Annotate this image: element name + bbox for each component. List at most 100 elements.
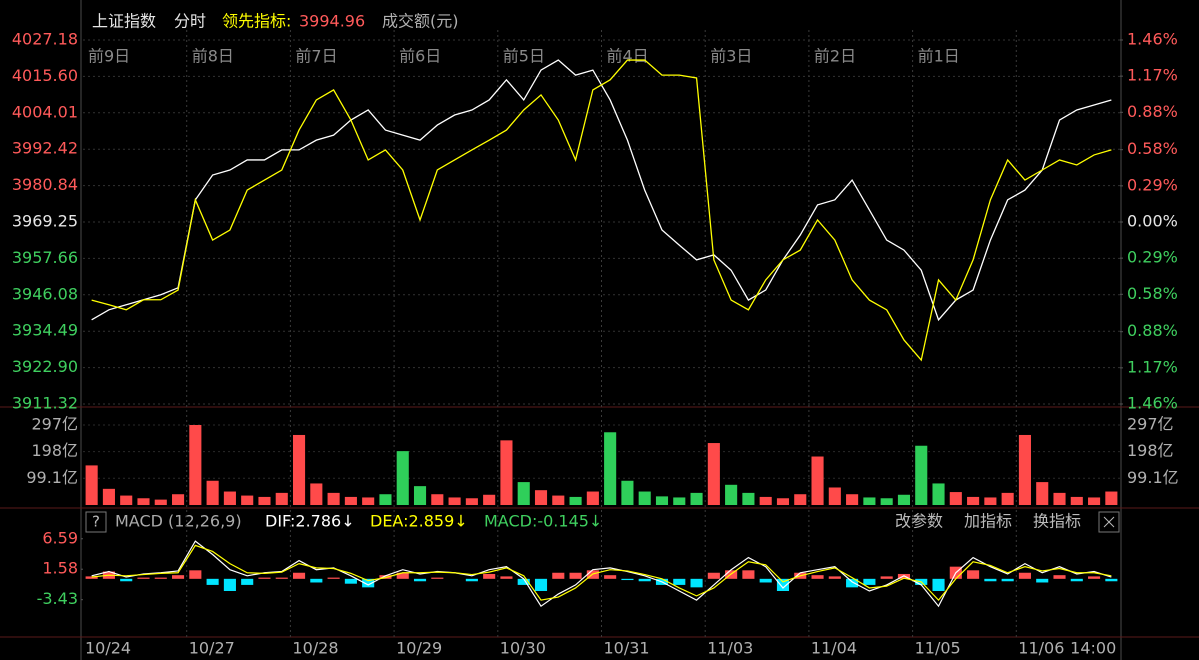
y2-tick-label: 0.88% [1127, 321, 1178, 340]
macd-bar [1036, 578, 1049, 583]
volume-bar [604, 432, 617, 505]
macd-title: MACD (12,26,9) [115, 512, 242, 531]
volume-bar [396, 451, 409, 505]
indicator-label: 领先指标: [222, 12, 291, 31]
day-label: 前2日 [814, 47, 856, 66]
volume-bar [725, 484, 738, 505]
y2-tick-label: 0.58% [1127, 139, 1178, 158]
macd-bar [189, 570, 202, 579]
volume-title: 成交额(元) [382, 12, 459, 31]
volume-bar [172, 494, 185, 505]
macd-bar [1105, 578, 1118, 582]
volume-bar [1053, 492, 1066, 505]
x-tick-label: 10/27 [189, 639, 235, 658]
close-box[interactable] [1098, 511, 1120, 533]
volume-bar [880, 498, 893, 505]
macd-bar [828, 576, 841, 579]
volume-bar [431, 494, 444, 505]
macd-bar [984, 578, 997, 582]
volume-bar [517, 482, 530, 505]
y-tick-label: 3980.84 [12, 175, 78, 194]
volume-bar [258, 496, 271, 505]
x-tick-label: 11/03 [707, 639, 753, 658]
volume-bar [776, 498, 790, 505]
y-tick-label: 3911.32 [12, 394, 78, 413]
volume-bar [120, 495, 133, 505]
macd-bar [465, 578, 478, 582]
x-tick-label: 14:00 [1070, 639, 1116, 658]
macd-bar [500, 576, 513, 579]
volume-bar [310, 483, 323, 505]
y2-tick-label: 198亿 [1127, 441, 1174, 460]
y-tick-label: 3946.08 [12, 284, 78, 303]
macd-bar [863, 578, 876, 585]
macd-bar [1018, 572, 1031, 579]
volume-bar [85, 465, 98, 505]
macd-bar [690, 578, 703, 588]
macd-bar [552, 572, 565, 579]
close-icon[interactable] [1103, 516, 1115, 528]
macd-bar [1088, 576, 1101, 579]
volume-bar [223, 491, 236, 505]
macd-bar [241, 578, 254, 585]
macd-bar [483, 573, 496, 579]
toolbar-button[interactable]: 改参数 [895, 512, 943, 531]
macd-bar [275, 577, 288, 579]
volume-bar [707, 443, 720, 505]
x-tick-label: 10/29 [396, 639, 442, 658]
day-label: 前4日 [607, 47, 649, 66]
volume-bar [1036, 482, 1049, 505]
macd-bar [344, 578, 357, 584]
volume-bar [915, 445, 928, 505]
macd-bar [1053, 575, 1066, 579]
y2-tick-label: 1.17% [1127, 357, 1178, 376]
macd-bar [310, 578, 323, 583]
volume-bar [897, 494, 911, 505]
day-label: 前1日 [918, 47, 960, 66]
volume-bar [811, 456, 824, 505]
y-tick-label: 4015.60 [12, 66, 78, 85]
x-tick-label: 10/30 [500, 639, 546, 658]
x-tick-label: 11/04 [811, 639, 857, 658]
toolbar-button[interactable]: 加指标 [964, 512, 1012, 531]
volume-bar [465, 498, 478, 505]
mode-label[interactable]: 分时 [174, 12, 206, 31]
macd-bar [172, 575, 185, 579]
volume-bar [655, 496, 669, 505]
macd-bar [638, 578, 651, 582]
volume-bar [413, 486, 427, 505]
macd-bar [362, 578, 375, 588]
volume-bar [638, 491, 651, 505]
volume-bar [500, 440, 513, 505]
volume-bar [759, 496, 772, 505]
volume-bar [1105, 491, 1118, 505]
volume-bar [189, 425, 202, 505]
close-button[interactable] [1098, 511, 1120, 533]
volume-bar [1070, 496, 1083, 505]
day-label: 前6日 [399, 47, 441, 66]
volume-bar [275, 492, 288, 505]
volume-bar [1088, 497, 1101, 505]
legend-item: MACD:-0.145↓ [484, 512, 602, 531]
x-tick-label: 11/06 [1018, 639, 1064, 658]
y-tick-label: 198亿 [31, 441, 78, 460]
help-icon[interactable]: ? [92, 513, 100, 531]
y2-tick-label: 1.46% [1127, 394, 1178, 413]
macd-bar [673, 578, 686, 585]
y-tick-label: 1.58 [42, 559, 78, 578]
volume-bar [379, 494, 392, 505]
day-label: 前3日 [710, 47, 752, 66]
help-button[interactable] [85, 511, 107, 533]
legend-item: DIF:2.786↓ [265, 512, 355, 531]
macd-bar [776, 578, 790, 591]
macd-bar [413, 578, 427, 582]
volume-bar [949, 492, 962, 505]
volume-bar [154, 499, 167, 505]
macd-bar [742, 570, 755, 579]
macd-bar [206, 578, 219, 585]
macd-bar [396, 572, 409, 579]
volume-bar [690, 492, 703, 505]
toolbar-button[interactable]: 换指标 [1033, 512, 1081, 531]
y2-tick-label: 0.29% [1127, 248, 1178, 267]
